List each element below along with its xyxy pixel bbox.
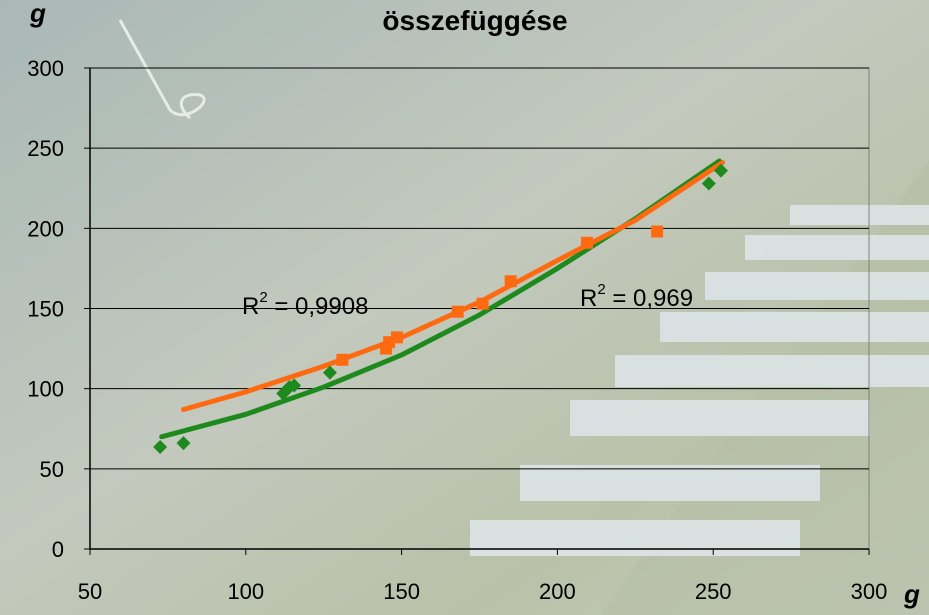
annotation-part: R [580, 285, 597, 312]
x-tick-label: 50 [78, 579, 102, 604]
annotation-part: R [242, 293, 259, 320]
y-tick-label: 0 [52, 537, 64, 562]
x-tick-label: 150 [383, 579, 420, 604]
data-point [651, 225, 664, 238]
r-squared-label: R2 = 0,9908 [242, 289, 368, 320]
r-squared-label: R2 = 0,969 [580, 281, 693, 312]
chart-title: összefüggése [382, 5, 567, 36]
data-point [322, 365, 337, 380]
y-tick-label: 100 [27, 377, 64, 402]
annotation-part: = 0,969 [606, 285, 693, 312]
y-tick-label: 50 [40, 457, 64, 482]
data-point [336, 353, 349, 366]
y-tick-label: 300 [27, 56, 64, 81]
data-point [504, 275, 517, 288]
data-point [581, 236, 594, 249]
y-tick-label: 150 [27, 297, 64, 322]
data-point [176, 436, 191, 451]
x-tick-label: 300 [851, 579, 888, 604]
data-point [476, 297, 489, 310]
annotation-part: 2 [597, 281, 605, 298]
trendline [180, 160, 726, 413]
x-tick-label: 100 [227, 579, 264, 604]
x-tick-label: 250 [695, 579, 732, 604]
data-point [153, 440, 168, 455]
photo-ponds [470, 205, 929, 556]
data-point [287, 378, 302, 393]
y-tick-label: 250 [27, 136, 64, 161]
data-point [451, 305, 464, 318]
y-tick-label: 200 [27, 216, 64, 241]
y-axis-label: g [29, 0, 46, 28]
annotation: R2 = 0,969 [580, 281, 693, 312]
data-point [701, 176, 716, 191]
data-point [713, 163, 728, 178]
annotation: R2 = 0,9908 [242, 289, 368, 320]
x-tick-label: 200 [539, 579, 576, 604]
annotation-part: 2 [259, 289, 267, 306]
annotation-part: = 0,9908 [268, 293, 369, 320]
x-axis-label: g [903, 579, 920, 609]
data-point [390, 331, 403, 344]
photo-detail [118, 19, 206, 120]
